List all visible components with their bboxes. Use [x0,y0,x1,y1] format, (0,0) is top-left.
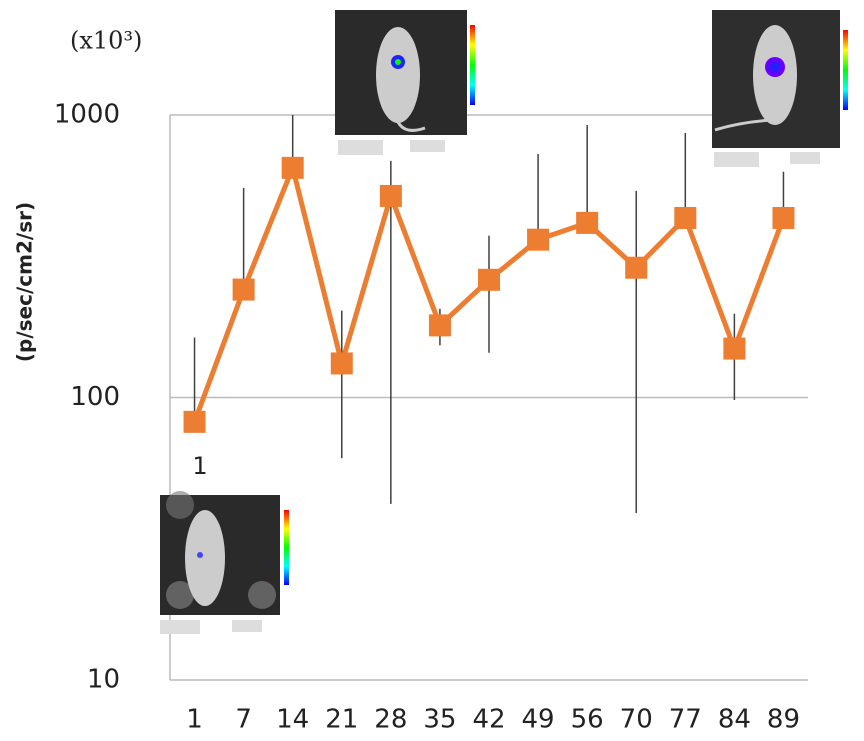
x-tick-label: 7 [235,705,252,735]
y-tick-label: 100 [70,382,120,412]
x-tick-label: 89 [767,705,800,735]
x-tick-label: 1 [186,705,203,735]
x-tick-label: 14 [276,705,309,735]
x-tick-label: 49 [522,705,555,735]
marker [478,269,500,291]
marker [429,314,451,336]
x-tick-label: 21 [325,705,358,735]
x-tick-label: 56 [571,705,604,735]
marker [282,157,304,179]
marker [527,229,549,251]
plot-area: 10 100 1000 1 7 14 21 28 35 42 49 56 70 77 84 89 [54,100,808,735]
y-tick-label: 1000 [54,100,120,130]
annotation: 1 [192,452,207,480]
marker [380,185,402,207]
marker [184,411,206,433]
x-tick-label: 84 [718,705,751,735]
x-tick-label: 28 [374,705,407,735]
marker [723,338,745,360]
inset-image [335,10,475,155]
x-tick-label: 70 [620,705,653,735]
marker [576,212,598,234]
inset-image [712,10,848,167]
x-tick-label: 77 [669,705,702,735]
y-tick-label: 10 [87,665,120,695]
marker [625,257,647,279]
chart: (x10³) (p/sec/cm2/sr) 1 10 100 1000 1 7 14 21 2… [0,0,864,741]
x-tick-label: 35 [423,705,456,735]
marker [331,352,353,374]
marker [674,207,696,229]
inset-image [160,491,289,634]
marker [233,279,255,301]
marker [772,207,794,229]
unit-note: (x10³) [70,27,142,55]
y-axis-label: (p/sec/cm2/sr) [13,202,37,362]
x-tick-label: 42 [472,705,505,735]
